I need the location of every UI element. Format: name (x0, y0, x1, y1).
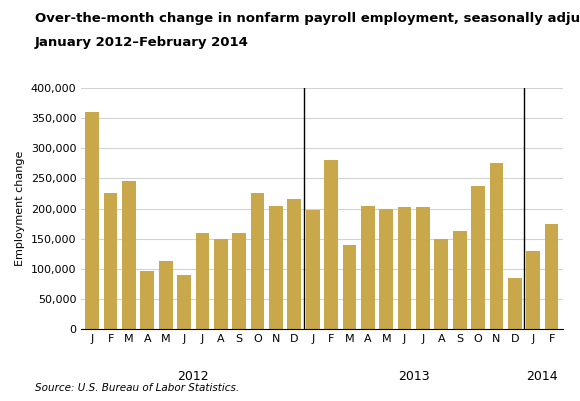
Bar (104, 193, 118, 329)
Bar (214, 239, 228, 329)
Bar (233, 233, 246, 329)
Bar (361, 205, 375, 329)
Bar (251, 193, 264, 329)
Text: 2012: 2012 (177, 370, 209, 383)
Bar (269, 205, 283, 329)
Bar (159, 261, 173, 329)
Bar (490, 164, 503, 329)
Bar (453, 231, 466, 329)
Bar (526, 251, 540, 329)
Text: January 2012–February 2014: January 2012–February 2014 (35, 36, 249, 49)
Bar (343, 245, 356, 329)
Bar (416, 207, 430, 329)
Bar (434, 239, 448, 329)
Bar (140, 271, 154, 329)
Y-axis label: Employment change: Employment change (15, 151, 25, 266)
Bar (545, 224, 559, 329)
Bar (288, 200, 301, 329)
Text: Source: U.S. Bureau of Labor Statistics.: Source: U.S. Bureau of Labor Statistics. (35, 383, 239, 393)
Bar (306, 210, 320, 329)
Bar (471, 186, 485, 329)
Bar (122, 181, 136, 329)
Bar (508, 278, 522, 329)
Bar (398, 207, 411, 329)
Bar (379, 209, 393, 329)
Bar (177, 275, 191, 329)
Bar (195, 233, 209, 329)
Text: 2013: 2013 (398, 370, 430, 383)
Text: Over-the-month change in nonfarm payroll employment, seasonally adjusted,: Over-the-month change in nonfarm payroll… (35, 12, 580, 25)
Text: 2014: 2014 (527, 370, 558, 383)
Bar (85, 112, 99, 329)
Bar (324, 160, 338, 329)
